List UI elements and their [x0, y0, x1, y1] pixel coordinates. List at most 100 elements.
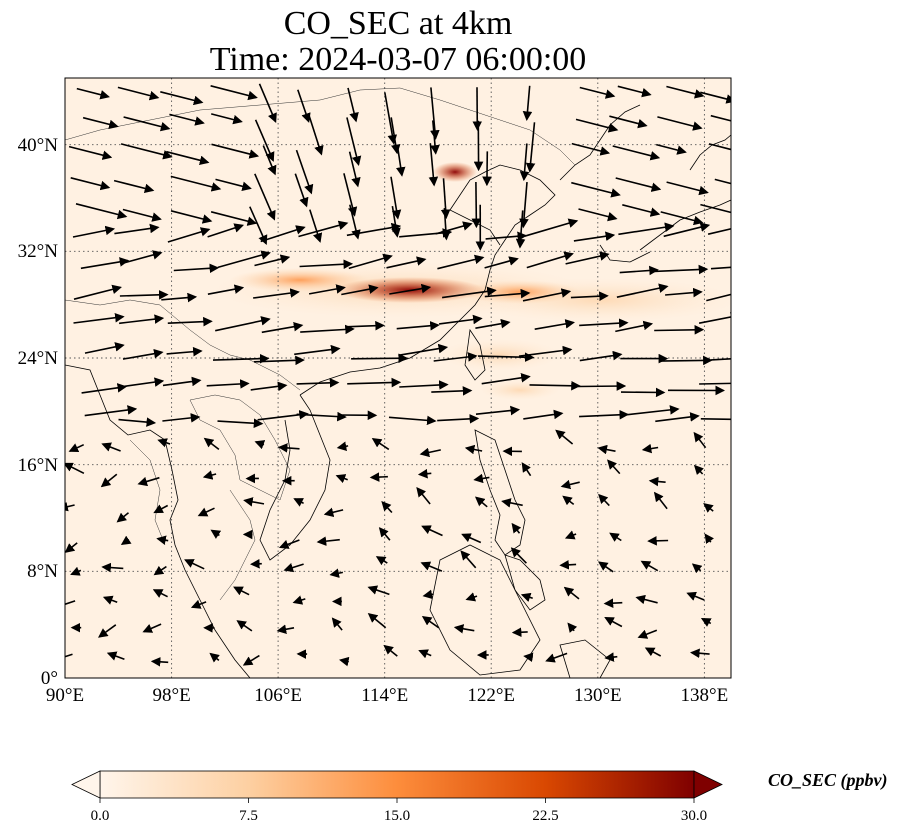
- wind-arrow: [346, 117, 362, 166]
- wind-arrow: [102, 595, 118, 605]
- wind-arrow: [607, 459, 621, 475]
- lat-tick-labels: 0° 8°N 16°N 24°N 32°N 40°N: [18, 135, 59, 689]
- wind-arrow: [160, 91, 204, 106]
- wind-arrow: [309, 209, 323, 243]
- wind-arrow: [618, 222, 675, 236]
- map-frame: [64, 77, 732, 679]
- wind-arrow: [215, 316, 271, 332]
- wind-arrow: [211, 113, 243, 125]
- wind-arrow: [477, 352, 535, 363]
- wind-arrow: [316, 536, 340, 546]
- wind-arrow: [278, 539, 300, 549]
- wind-arrow: [65, 462, 85, 475]
- wind-arrow: [604, 652, 618, 662]
- wind-arrow: [150, 657, 169, 667]
- wind-arrow: [261, 321, 304, 334]
- wind-arrow: [120, 377, 165, 388]
- wind-arrow: [335, 474, 348, 484]
- wind-arrow: [461, 533, 482, 544]
- wind-arrow: [524, 218, 579, 237]
- wind-arrow: [72, 225, 116, 238]
- wind-arrow: [76, 87, 110, 100]
- wind-arrow: [390, 176, 402, 220]
- wind-arrow: [648, 476, 666, 487]
- wind-arrow: [292, 595, 306, 605]
- wind-arrow: [82, 116, 119, 130]
- wind-arrow: [346, 222, 402, 237]
- wind-arrow: [604, 617, 623, 628]
- wind-arrow: [206, 379, 250, 389]
- lon-tick: 90°E: [46, 685, 84, 706]
- wind-arrow: [464, 444, 483, 455]
- wind-arrow: [323, 507, 344, 517]
- wind-arrow: [703, 502, 714, 513]
- wind-arrow: [438, 314, 483, 325]
- wind-arrow: [419, 447, 441, 458]
- wind-arrow: [453, 624, 475, 634]
- wind-arrow: [471, 181, 482, 229]
- wind-arrow: [250, 559, 262, 569]
- wind-arrow: [519, 182, 529, 229]
- wind-arrow: [236, 620, 253, 632]
- wind-arrow: [308, 284, 346, 295]
- map-title-line1: CO_SEC at 4km: [283, 5, 513, 42]
- wind-arrow: [420, 561, 443, 572]
- wind-arrow: [416, 487, 431, 505]
- wind-arrow: [575, 118, 619, 133]
- wind-arrow: [481, 373, 531, 385]
- colorbar-tick: 15.0: [384, 808, 410, 824]
- wind-arrow: [708, 143, 731, 151]
- wind-arrow: [295, 149, 314, 195]
- wind-arrow: [84, 342, 125, 354]
- wind-arrow: [190, 599, 207, 609]
- wind-arrow: [122, 348, 164, 360]
- wind-arrow: [157, 438, 171, 448]
- wind-arrow: [329, 568, 344, 578]
- wind-arrow: [117, 86, 160, 101]
- wind-arrow: [348, 253, 393, 270]
- wind-arrow: [336, 441, 349, 451]
- wind-arrow: [101, 562, 124, 573]
- wind-arrow: [349, 204, 361, 240]
- wind-arrow: [475, 405, 521, 416]
- wind-arrow: [700, 418, 731, 421]
- wind-arrow: [253, 355, 305, 366]
- wind-arrow: [700, 91, 731, 104]
- wind-arrow: [484, 256, 519, 269]
- wind-arrow: [260, 225, 306, 243]
- wind-arrow: [440, 178, 451, 220]
- wind-arrow: [114, 223, 160, 235]
- wind-arrow: [603, 598, 623, 608]
- wind-arrow: [166, 150, 210, 165]
- wind-arrow: [647, 536, 669, 546]
- lat-tick: 0°: [41, 668, 58, 689]
- wind-arrow: [388, 415, 437, 426]
- wind-arrow: [693, 464, 704, 476]
- wind-arrow: [545, 652, 568, 663]
- wind-arrow: [283, 563, 304, 573]
- wind-arrow: [308, 115, 324, 156]
- wind-arrow: [293, 498, 304, 507]
- wind-arrow: [707, 228, 731, 235]
- wind-arrow: [341, 284, 379, 296]
- wind-arrow: [571, 181, 621, 198]
- lat-tick: 40°N: [18, 135, 59, 156]
- wind-arrow: [484, 288, 531, 299]
- wind-arrow: [597, 561, 614, 573]
- lat-tick: 32°N: [18, 241, 59, 262]
- wind-arrow: [710, 114, 731, 122]
- wind-arrow: [598, 493, 610, 507]
- wind-arrow: [570, 291, 609, 301]
- wind-arrow: [710, 266, 731, 270]
- wind-arrow: [567, 622, 578, 633]
- wind-arrow: [653, 264, 709, 275]
- wind-arrow: [106, 651, 125, 661]
- wind-arrow: [296, 378, 340, 388]
- wind-arrow: [381, 501, 393, 514]
- wind-arrow: [485, 231, 528, 242]
- wind-arrow: [441, 286, 497, 299]
- wind-arrow: [418, 649, 432, 659]
- wind-arrow: [167, 227, 211, 243]
- wind-arrow: [217, 418, 264, 429]
- wind-arrow: [421, 615, 440, 629]
